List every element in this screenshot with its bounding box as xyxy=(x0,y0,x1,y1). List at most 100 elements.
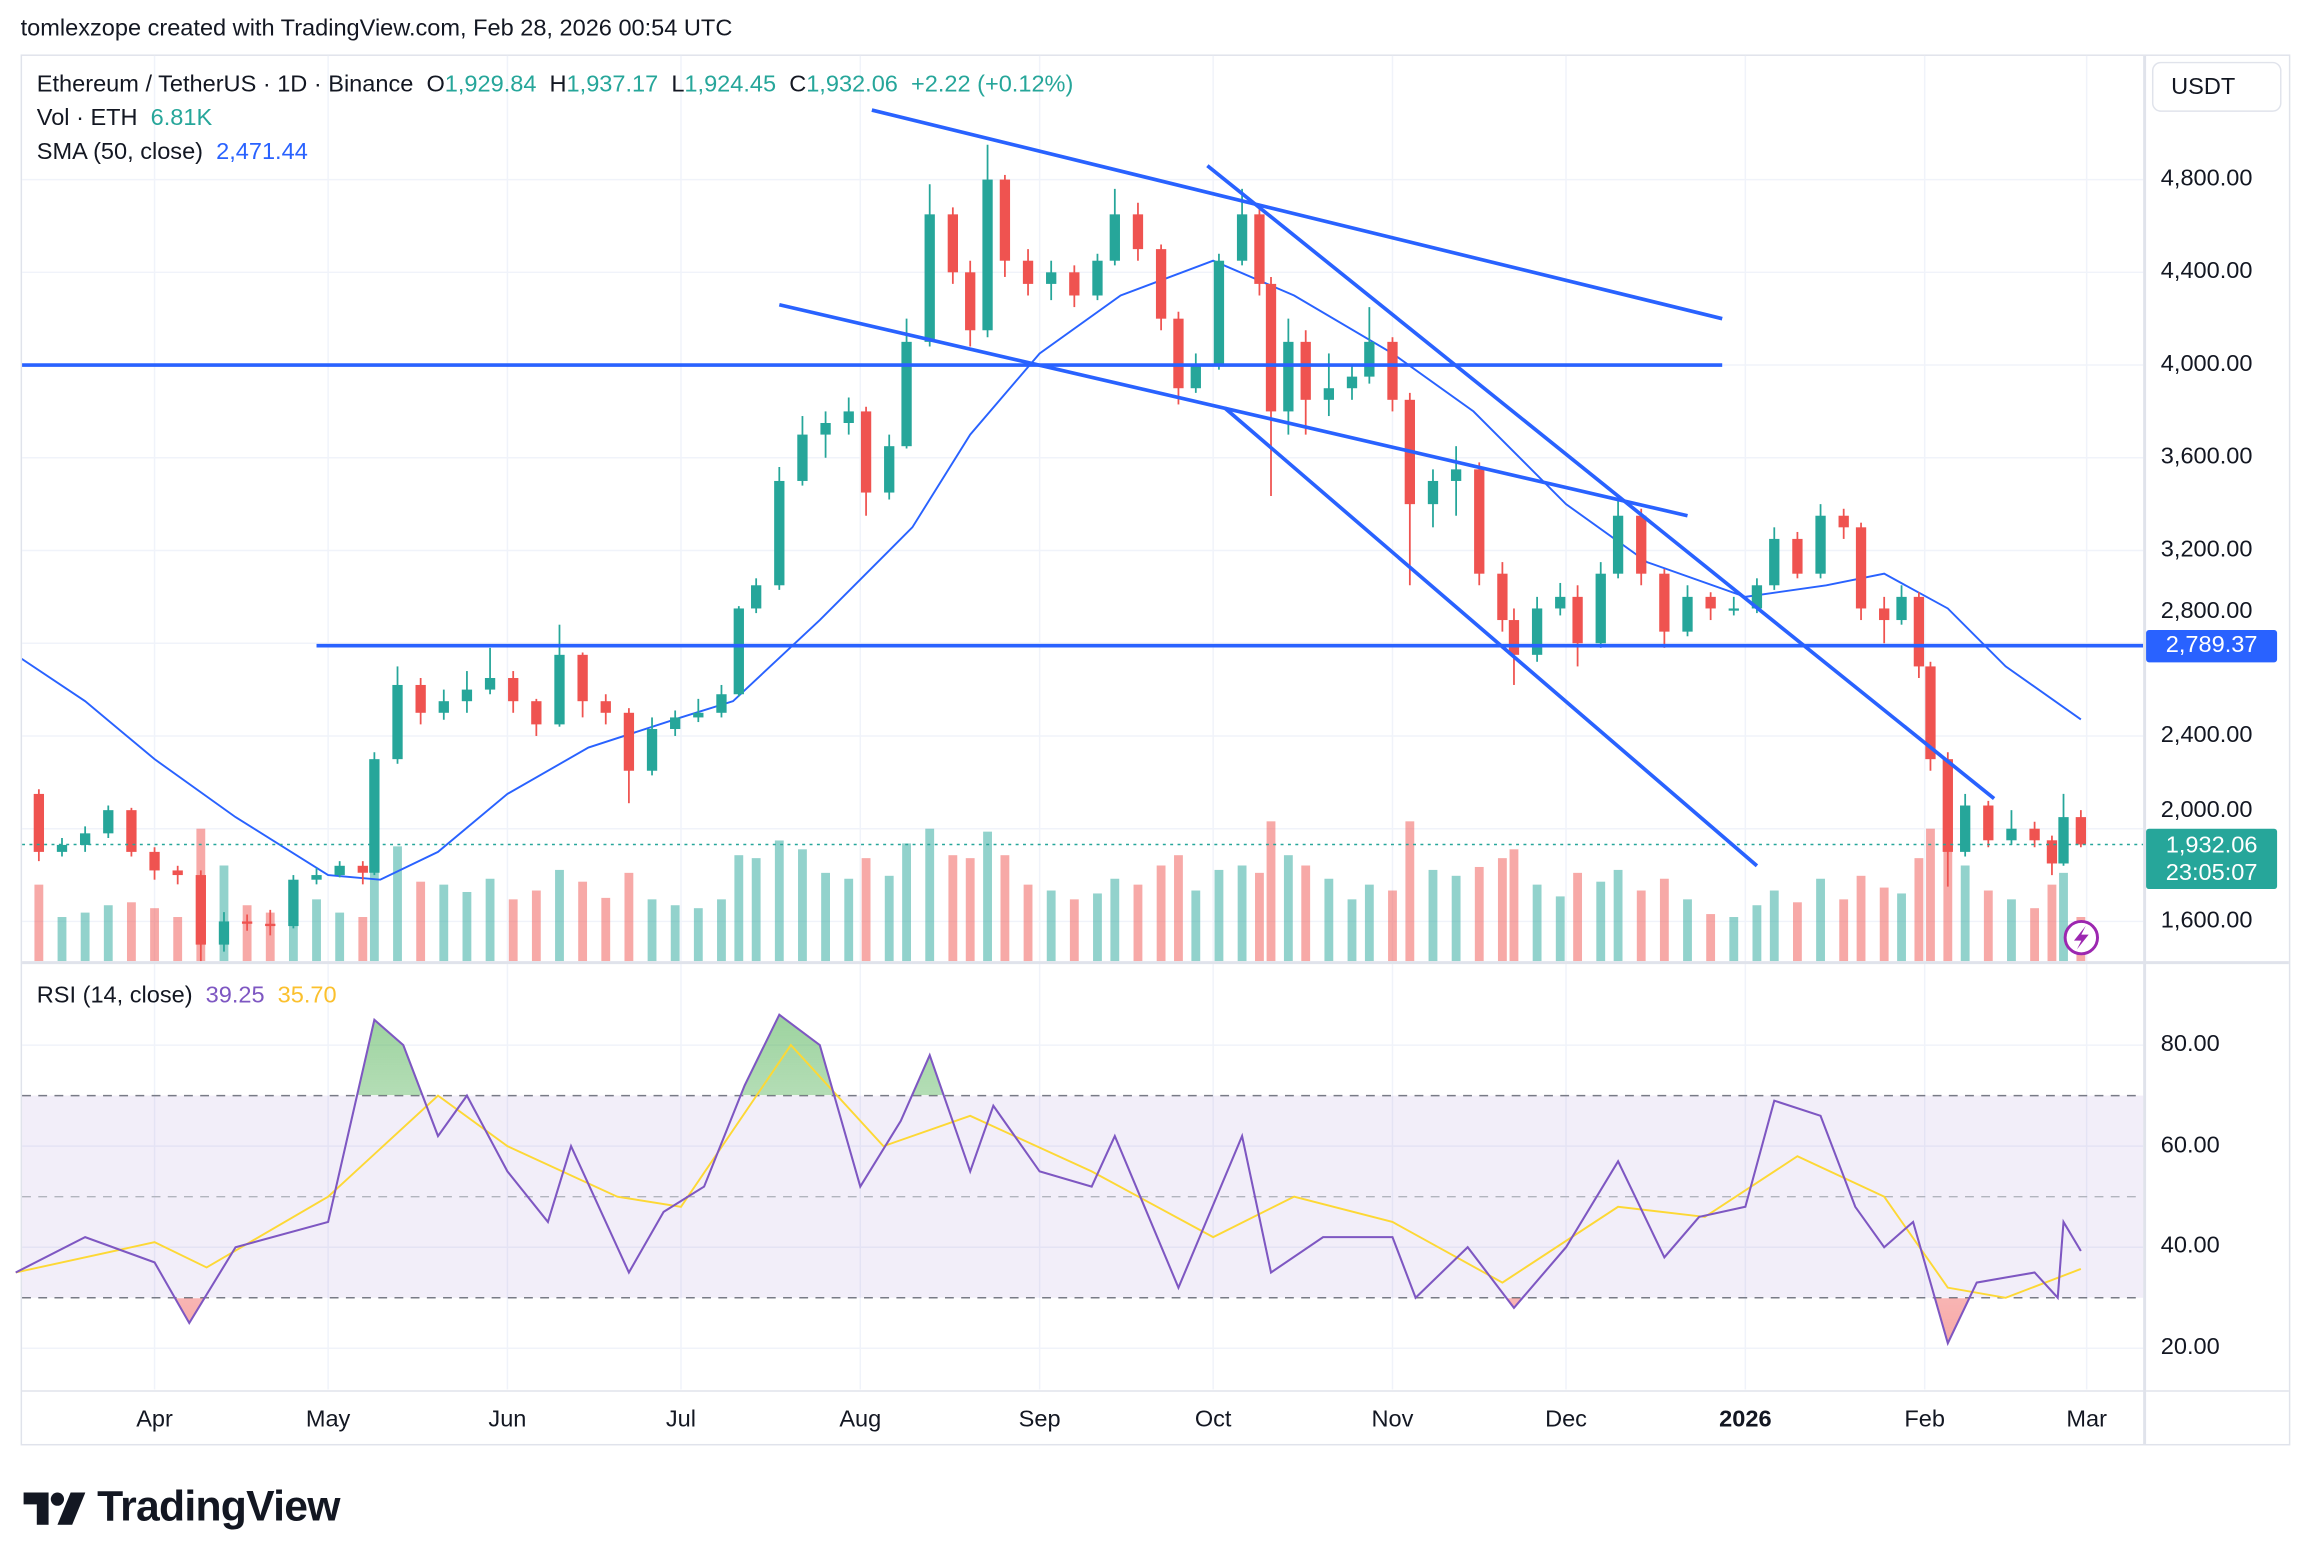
volume-bar xyxy=(1000,855,1010,962)
candle-body xyxy=(218,921,230,945)
candle-body xyxy=(1572,596,1583,644)
volume-bar xyxy=(555,869,564,962)
volume-bar xyxy=(1960,865,1970,962)
tradingview-logo-icon xyxy=(23,1491,86,1525)
volume-bar xyxy=(126,902,136,962)
legend-rsi: RSI (14, close) 39.25 35.70 xyxy=(37,983,337,1009)
candle-body xyxy=(577,654,588,702)
volume-bar xyxy=(150,908,159,962)
candle-body xyxy=(126,810,137,852)
volume-bar xyxy=(693,908,703,962)
candle-body xyxy=(554,654,565,725)
volume-bar xyxy=(173,917,183,962)
volume-bar xyxy=(821,872,830,962)
candle-body xyxy=(1323,388,1335,400)
candle-body xyxy=(716,694,727,713)
candle-body xyxy=(1300,341,1311,400)
volume-bar xyxy=(1347,899,1357,962)
sma-value: 2,471.44 xyxy=(216,139,308,165)
candle-body xyxy=(1387,341,1398,400)
volume-bar xyxy=(1943,813,1953,962)
high-value: 1,937.17 xyxy=(566,72,659,98)
last-price: 1,932.06 xyxy=(2165,833,2258,859)
volume-bar xyxy=(1752,905,1762,962)
volume-bar xyxy=(1237,865,1247,962)
volume-bar xyxy=(1897,893,1906,962)
volume-bar xyxy=(369,840,379,962)
low-label: L xyxy=(671,72,685,98)
candle-body xyxy=(2075,817,2087,845)
rsi-pane xyxy=(15,1013,2144,1347)
credit-text: tomlexzope created with TradingView.com,… xyxy=(20,16,733,42)
price-tick-label: 2,400.00 xyxy=(2160,722,2253,748)
rsi-label[interactable]: RSI (14, close) xyxy=(36,983,193,1009)
tradingview-logo[interactable]: TradingView xyxy=(23,1484,340,1533)
volume-bar xyxy=(57,917,67,962)
candle-body xyxy=(2029,828,2040,841)
candle-body xyxy=(1879,608,1890,621)
candle-body xyxy=(1682,596,1693,632)
candle-body xyxy=(2006,828,2017,841)
volume-bar xyxy=(2030,908,2040,962)
close-value: 1,932.06 xyxy=(806,72,898,98)
candle-body xyxy=(1427,480,1439,505)
rsi-tick-label: 80.00 xyxy=(2160,1031,2220,1057)
candle-body xyxy=(357,865,368,873)
last-price-label: 1,932.06 23:05:07 xyxy=(2146,828,2278,890)
candle-body xyxy=(982,179,993,331)
vol-label[interactable]: Vol · ETH xyxy=(36,105,138,132)
time-tick-label: Jul xyxy=(665,1407,697,1433)
candle-body xyxy=(1346,376,1358,389)
volume-bar xyxy=(1636,890,1646,962)
legend-volume: Vol · ETH 6.81K xyxy=(37,106,212,132)
trend-line[interactable] xyxy=(1206,164,1996,800)
price-tick-label: 3,600.00 xyxy=(2160,444,2253,470)
volume-bar xyxy=(1191,890,1201,962)
time-tick-label: Jun xyxy=(488,1407,527,1433)
candle-body xyxy=(1531,608,1543,655)
trend-line[interactable] xyxy=(778,302,1688,518)
price-tick-label: 2,800.00 xyxy=(2160,599,2253,625)
volume-bar xyxy=(1532,884,1542,962)
volume-bar xyxy=(1509,849,1519,962)
volume-bar xyxy=(312,899,321,962)
candle-body xyxy=(1769,538,1780,586)
legend-ohlc: Ethereum / TetherUS · 1D · Binance O1,92… xyxy=(37,72,1074,98)
currency-button[interactable]: USDT xyxy=(2151,61,2282,112)
rsi-tick-label: 20.00 xyxy=(2160,1335,2220,1361)
candle-body xyxy=(1254,214,1265,284)
candle-body xyxy=(1109,214,1120,261)
lightning-icon[interactable] xyxy=(2063,919,2099,956)
candle-body xyxy=(901,341,912,447)
candle-body xyxy=(1497,573,1508,621)
volume-bar xyxy=(416,881,426,962)
sma-label[interactable]: SMA (50, close) xyxy=(36,139,204,165)
symbol-title[interactable]: Ethereum / TetherUS · 1D · Binance xyxy=(36,72,414,98)
candle-body xyxy=(733,608,744,695)
time-tick-label: Mar xyxy=(2066,1407,2107,1433)
candle-body xyxy=(392,684,403,760)
volume-bar xyxy=(1914,858,1924,962)
volume-bar xyxy=(1706,914,1716,962)
trend-line[interactable] xyxy=(871,108,1723,321)
candle-body xyxy=(1364,341,1375,377)
candle-body xyxy=(1855,527,1867,609)
volume-bar xyxy=(393,846,402,962)
close-label: C xyxy=(789,72,807,98)
volume-bar xyxy=(884,875,894,962)
candle-body xyxy=(1983,805,1994,841)
candle-body xyxy=(1092,260,1103,296)
volume-bar xyxy=(1879,887,1889,962)
candle-body xyxy=(1265,283,1277,412)
volume-bar xyxy=(844,878,854,962)
candle-body xyxy=(1913,596,1925,667)
candle-body xyxy=(1925,666,1936,760)
candle-body xyxy=(2046,840,2058,864)
volume-bar xyxy=(1405,821,1415,962)
trend-line[interactable] xyxy=(1223,406,1759,868)
candle-body xyxy=(843,411,854,423)
candle-body xyxy=(438,701,449,713)
time-tick-label: Oct xyxy=(1194,1407,1232,1433)
volume-bar xyxy=(1555,896,1565,962)
